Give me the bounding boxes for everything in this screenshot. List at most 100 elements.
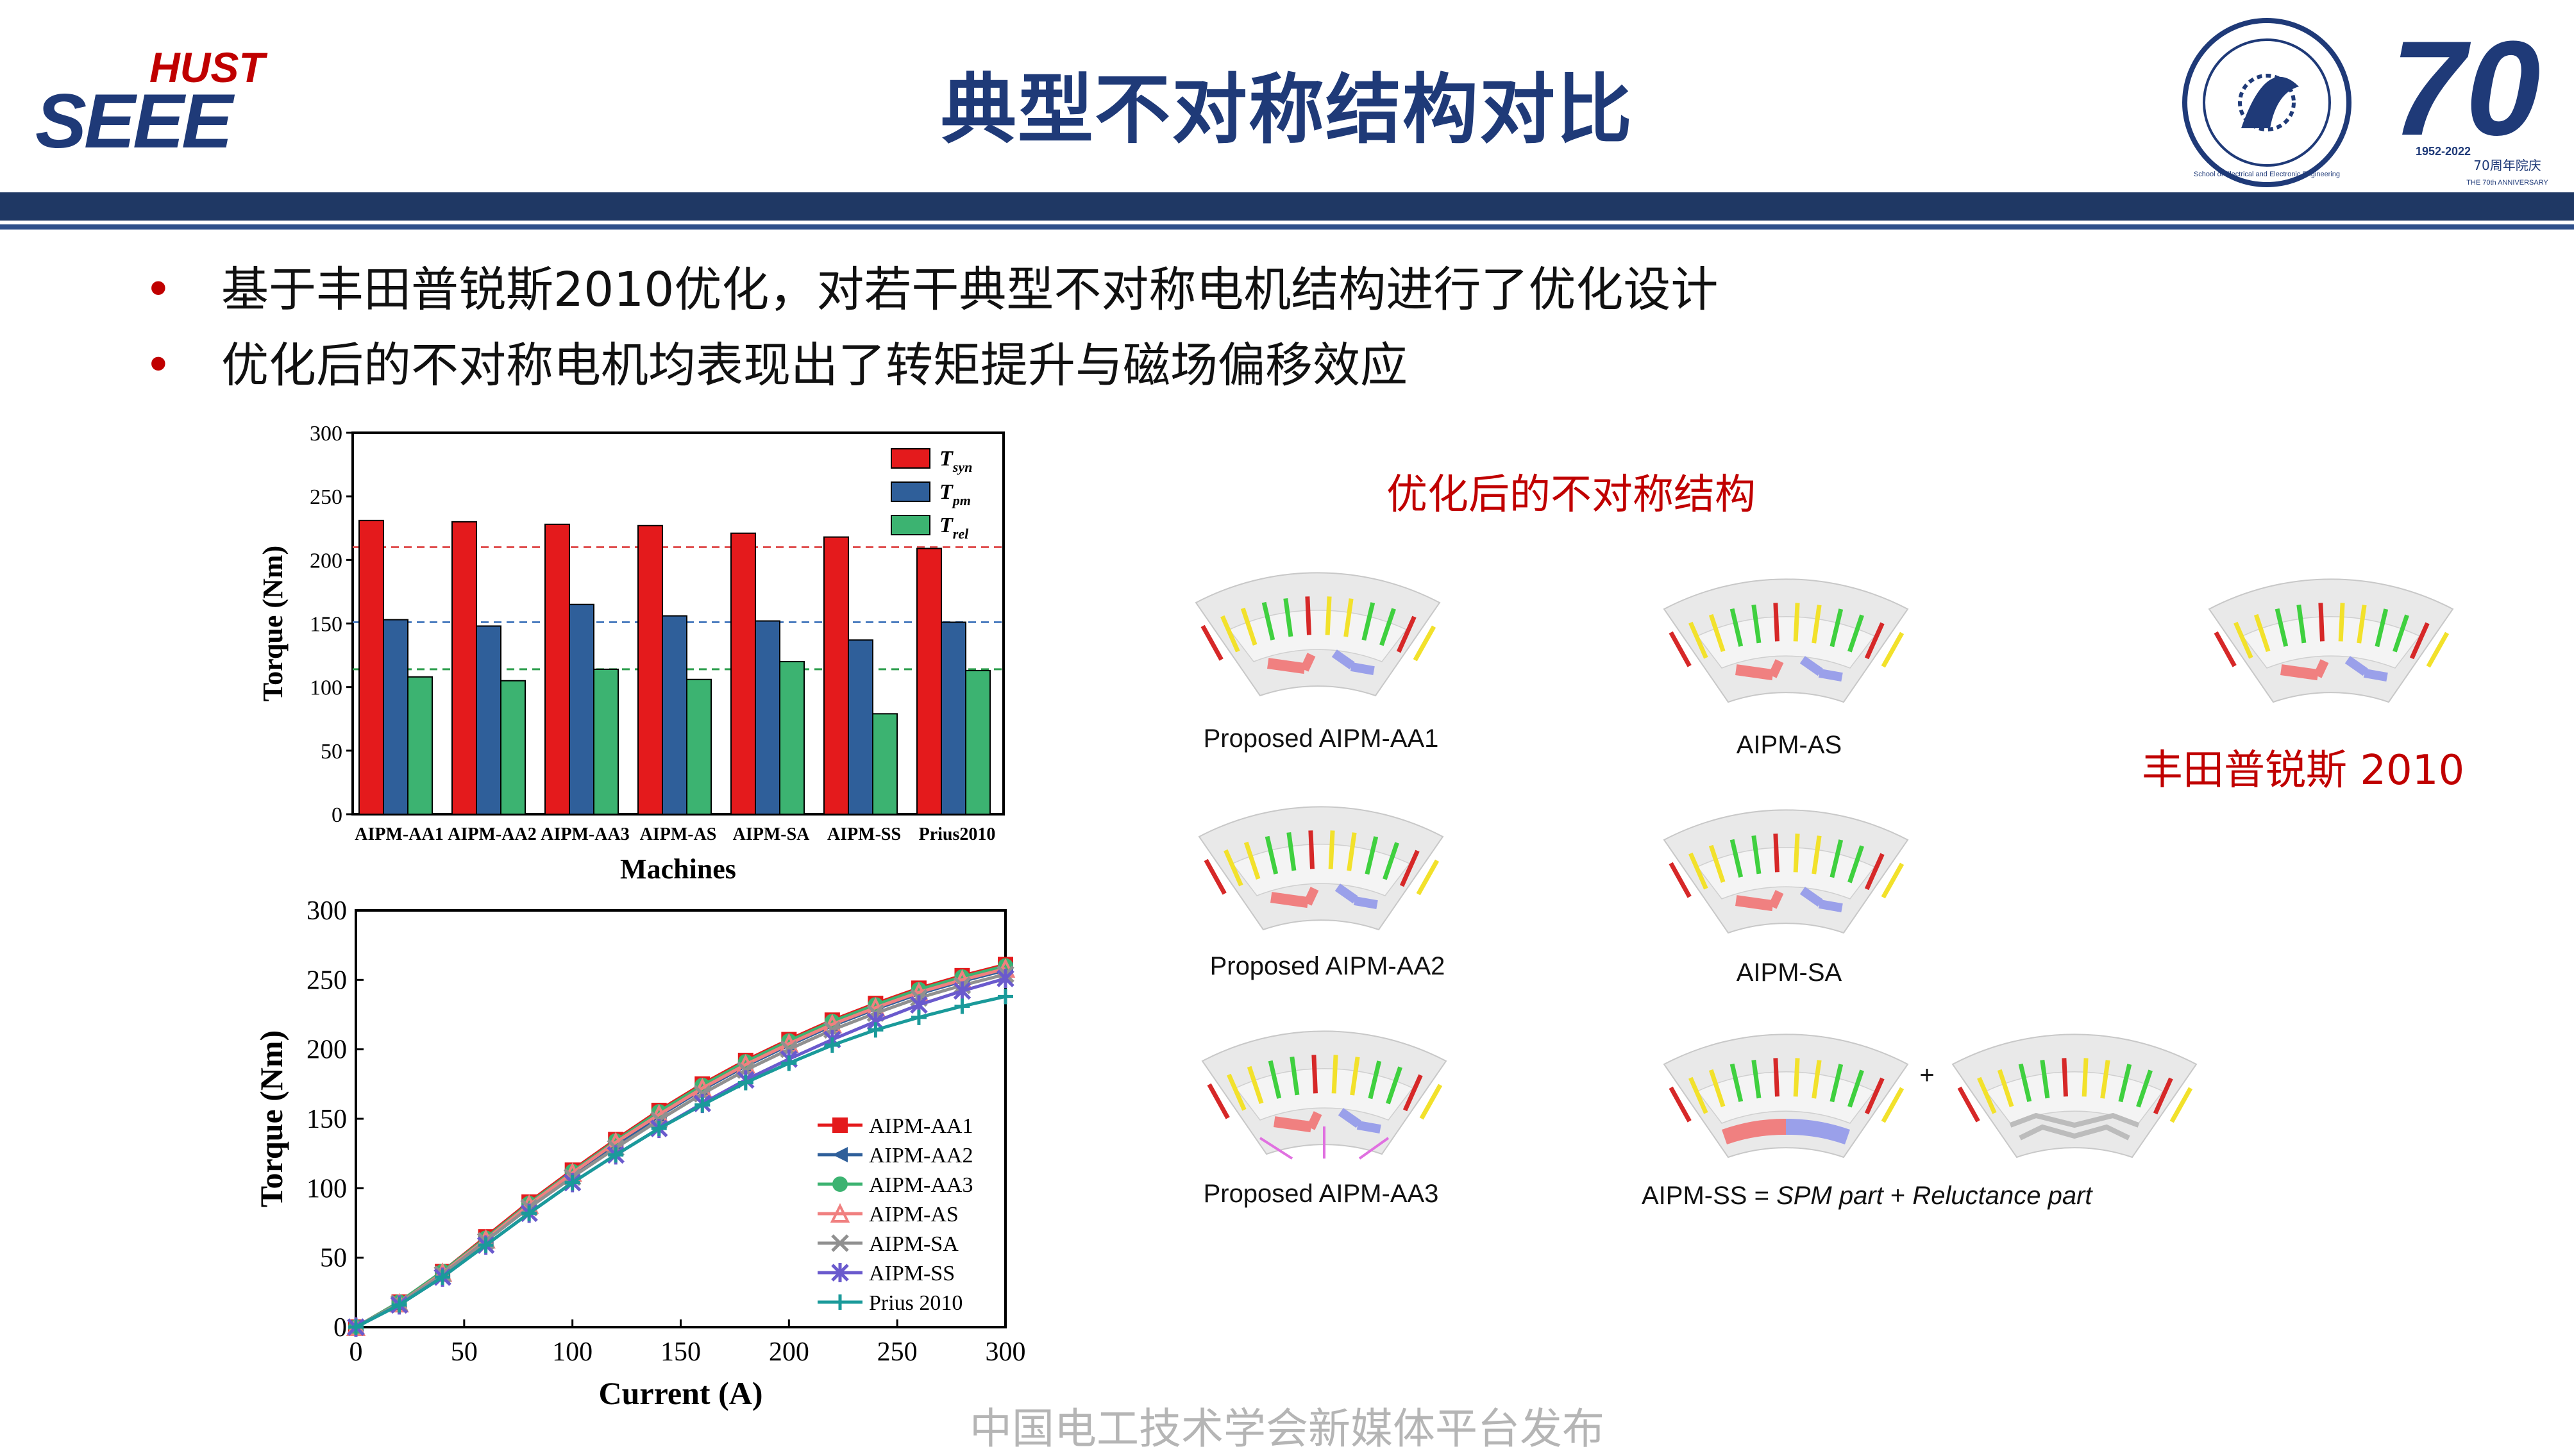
- flux-barrier: [2009, 1112, 2140, 1141]
- stator-coil: [2169, 1087, 2193, 1123]
- pm-magnet-north: [1735, 664, 1774, 681]
- stator-coil: [1881, 862, 1905, 899]
- stator-coil: [1220, 615, 1240, 653]
- stator-coil: [1383, 842, 1399, 880]
- x-tick-label: AIPM-AA1: [355, 824, 443, 844]
- stator-coil: [2153, 1077, 2173, 1115]
- point-prius-2010: [391, 1297, 407, 1313]
- stator-coil: [1347, 832, 1357, 871]
- stator-coil: [2062, 1058, 2068, 1097]
- legend-marker-aipm-aa2: [832, 1147, 848, 1162]
- stator-coil: [1729, 1063, 1744, 1102]
- seal-text: School of Electrical and Electronic Engi…: [2194, 171, 2340, 178]
- machine-aipm-as: [1663, 578, 1909, 703]
- y-tick-label: 150: [307, 1105, 347, 1134]
- y-axis-label: Torque (Nm): [253, 1030, 289, 1207]
- stator-coil: [2253, 614, 2271, 652]
- pm-magnet-south: [1353, 896, 1378, 910]
- stator-coil: [1751, 835, 1762, 874]
- y-tick-label: 50: [320, 1244, 347, 1273]
- airgap-ring: [1696, 616, 1876, 669]
- plus-sign: +: [1919, 1061, 1935, 1089]
- point-prius-2010: [868, 1022, 884, 1038]
- bar-t-syn: [451, 521, 477, 815]
- point-aipm-ss: [953, 981, 972, 1001]
- stator-coil: [1240, 607, 1258, 646]
- series-prius-2010: [348, 989, 1013, 1335]
- header-line: [0, 224, 2574, 230]
- point-prius-2010: [564, 1175, 580, 1191]
- machine-aipm-aa3: [1201, 1030, 1447, 1160]
- bullet-text: 优化后的不对称电机均表现出了转矩提升与磁场偏移效应: [221, 338, 1408, 393]
- stator-coil: [1729, 839, 1744, 878]
- stator-coil: [1268, 1060, 1282, 1099]
- bar-t-rel: [500, 680, 526, 815]
- seal-gear-icon: [2241, 76, 2299, 128]
- stator-coil: [1328, 830, 1335, 869]
- legend-label: Tpm: [939, 480, 971, 508]
- stator-coil: [2100, 1060, 2110, 1099]
- machine-aipm-aa1: [1195, 572, 1441, 697]
- stator-coil: [1997, 1069, 2014, 1107]
- y-tick-label: 0: [333, 1313, 347, 1343]
- stator-coil: [1864, 622, 1885, 660]
- machine-aipm-aa2: [1198, 806, 1444, 931]
- pm-magnet-south: [1818, 668, 1843, 682]
- legend-marker-aipm-ss: [831, 1263, 849, 1282]
- y-tick-label: 300: [310, 422, 342, 446]
- stator-coil: [1396, 615, 1417, 653]
- point-prius-2010: [694, 1097, 711, 1113]
- stator-coil: [1669, 631, 1692, 667]
- x-tick-label: 300: [986, 1337, 1026, 1367]
- pm-magnet-north: [1768, 890, 1784, 909]
- point-prius-2010: [824, 1037, 840, 1053]
- y-tick-label: 250: [310, 485, 342, 509]
- stator-coil: [1350, 1057, 1360, 1096]
- x-tick-label: 0: [349, 1337, 363, 1367]
- pm-magnet-south: [1338, 1108, 1361, 1128]
- label-aipm-aa2: Proposed AIPM-AA2: [1209, 952, 1445, 980]
- anniv-number: 70: [2391, 13, 2541, 163]
- x-tick-label: AIPM-SA: [733, 824, 811, 844]
- point-prius-2010: [608, 1147, 624, 1163]
- stator-coil: [1830, 608, 1844, 648]
- airgap-ring: [1234, 1068, 1414, 1121]
- y-tick-label: 300: [307, 896, 347, 926]
- stator-coil: [1830, 839, 1844, 878]
- pm-magnet-south: [2344, 656, 2368, 676]
- label-aipm-sa: AIPM-SA: [1736, 958, 1842, 987]
- stator-coil: [1793, 833, 1800, 873]
- pm-magnet-north: [1306, 1111, 1322, 1130]
- pm-magnet-north: [1267, 658, 1306, 674]
- stator-coil: [1847, 614, 1864, 653]
- y-tick-label: 100: [307, 1174, 347, 1203]
- bullet-text: 基于丰田普锐斯2010优化，对若干典型不对称电机结构进行了优化设计: [221, 262, 1719, 317]
- pm-magnet-north: [1274, 1116, 1312, 1133]
- bullet-dot: •: [144, 338, 172, 393]
- label-ss-spm: SPM part: [1776, 1182, 1883, 1210]
- y-tick-label: 150: [310, 613, 342, 637]
- legend-label: Prius 2010: [869, 1291, 963, 1315]
- logo-hust-text: HUST: [149, 45, 267, 91]
- stator-coil: [2082, 1058, 2089, 1097]
- point-prius-2010: [954, 998, 970, 1014]
- legend-label: AIPM-AS: [869, 1203, 959, 1226]
- stator-coil: [1204, 858, 1227, 895]
- legend-swatch: [891, 515, 930, 535]
- stator-coil: [1419, 1084, 1443, 1120]
- stator-coil: [1847, 1069, 1864, 1108]
- x-tick-label: AIPM-AA3: [541, 824, 629, 844]
- structures-heading: 优化后的不对称结构: [1386, 471, 1756, 519]
- anniv-text: 70周年院庆: [2473, 158, 2541, 173]
- x-tick-label: AIPM-SS: [827, 824, 901, 844]
- stator-coil: [1812, 1060, 1822, 1099]
- stator-coil: [2338, 603, 2345, 642]
- bar-t-pm: [941, 621, 966, 815]
- university-seal: School of Electrical and Electronic Engi…: [2182, 18, 2351, 187]
- bar-t-rel: [686, 678, 712, 815]
- label-ss-plus: +: [1883, 1182, 1913, 1210]
- stator-coil: [1379, 608, 1396, 646]
- x-tick-label: AIPM-AS: [640, 824, 717, 844]
- series-line-aipm-sa: [355, 973, 1006, 1329]
